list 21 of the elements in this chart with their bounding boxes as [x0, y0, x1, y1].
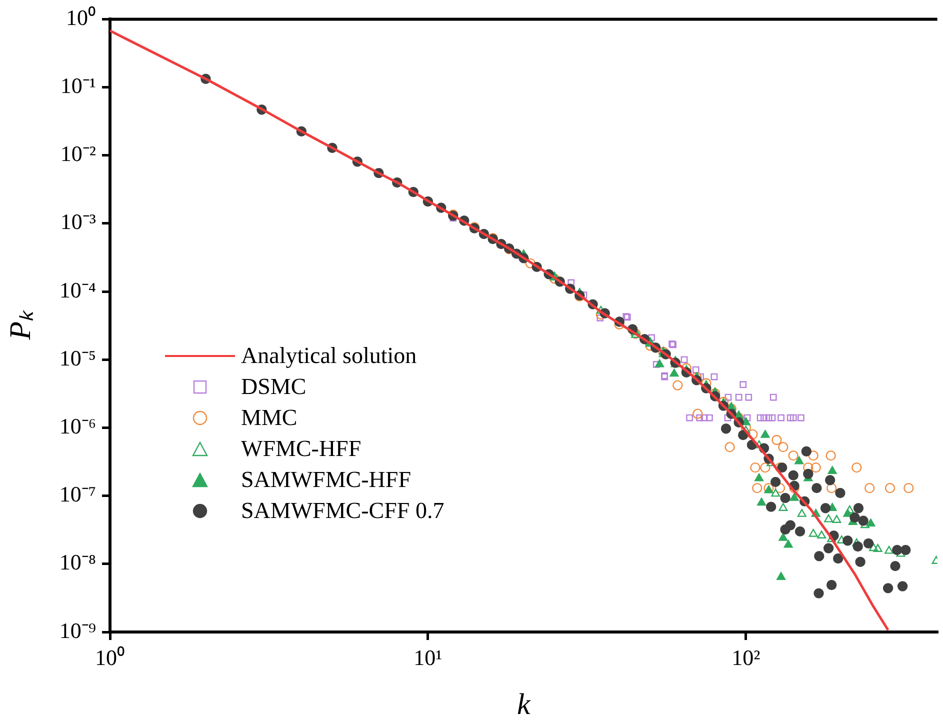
x-tick-label: 10¹ — [414, 644, 442, 670]
y-tick-label: 10⁻² — [60, 141, 96, 166]
legend-label: MMC — [241, 404, 298, 430]
y-tick-label: 10⁻⁶ — [59, 414, 96, 439]
y-tick-label: 10⁰ — [66, 4, 96, 30]
y-tick-label: 10⁻⁵ — [59, 345, 96, 370]
x-tick-label: 10² — [732, 644, 761, 670]
y-tick-label: 10⁻³ — [60, 209, 96, 234]
y-tick-label: 10⁻⁸ — [59, 550, 96, 575]
x-tick-label: 10⁰ — [95, 644, 125, 670]
legend-label: SAMWFMC-HFF — [241, 466, 411, 492]
legend-label: SAMWFMC-CFF 0.7 — [241, 498, 444, 524]
y-tick-label: 10⁻⁹ — [59, 618, 96, 643]
y-tick-label: 10⁻¹ — [60, 73, 96, 98]
y-axis-title: Pₖ — [4, 309, 37, 341]
legend-label: WFMC-HFF — [241, 436, 362, 462]
legend-label: DSMC — [241, 374, 306, 400]
y-tick-label: 10⁻⁴ — [59, 277, 96, 302]
legend-label: Analytical solution — [241, 342, 417, 368]
x-axis-title: k — [516, 688, 531, 721]
y-tick-label: 10⁻⁷ — [59, 482, 96, 507]
